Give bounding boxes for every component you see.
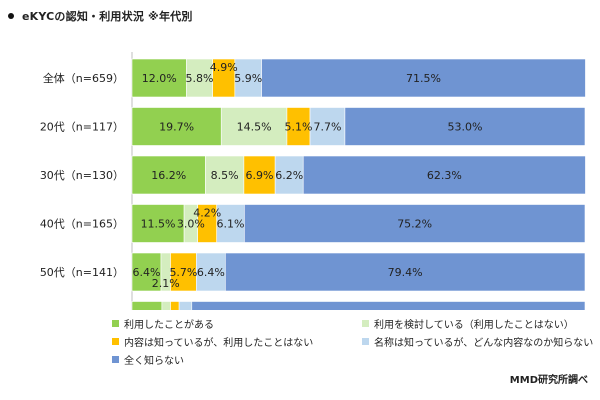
legend-swatch [362, 338, 369, 345]
data-label: 71.5% [406, 72, 441, 85]
bar-segment [302, 155, 586, 195]
bar-segment [344, 107, 586, 146]
legend-item: 内容は知っているが、利用したことはない [112, 334, 313, 349]
source-credit: MMD研究所調べ [509, 375, 588, 386]
data-label: 75.2% [397, 218, 432, 231]
legend-item: 利用を検討している（利用したことはない） [362, 316, 574, 331]
data-label: 4.9% [210, 61, 238, 74]
bar-segment [220, 107, 288, 146]
bar-segment [191, 301, 586, 310]
bullet-icon [8, 13, 14, 19]
data-label: 2.1% [152, 277, 180, 290]
bar-segment [261, 58, 586, 98]
data-label: 6.4% [133, 266, 161, 279]
data-label: 6.1% [217, 218, 245, 231]
legend-label: 利用したことがある [124, 320, 214, 331]
data-label: 14.5% [237, 121, 272, 134]
data-label: 3.0% [177, 218, 205, 231]
bar-segment [225, 252, 586, 292]
category-label: 40代（n=165） [40, 218, 124, 231]
data-label: 5.7% [169, 266, 197, 279]
bar-segment [131, 58, 187, 98]
legend-label: 利用を検討している（利用したことはない） [374, 320, 574, 331]
legend-swatch [112, 338, 119, 345]
data-label: 6.2% [275, 169, 303, 182]
bar-segment [196, 252, 226, 292]
bar-segment [274, 155, 304, 195]
legend-swatch [362, 320, 369, 327]
data-label: 6.4% [197, 266, 225, 279]
legend-item: 全く知らない [112, 352, 184, 367]
bar-segment [186, 58, 213, 98]
bar-segment [216, 204, 245, 243]
bar-segment [309, 107, 346, 146]
bar-segment [161, 301, 171, 310]
bar-segment [243, 155, 276, 195]
stacked-bar-chart: 全体（n=659） 12.0% 5.8%4.9%5.9% 71.5% 20代（n=117… [40, 52, 586, 310]
data-label: 16.2% [151, 169, 186, 182]
legend-label: 内容は知っているが、利用したことはない [124, 338, 314, 349]
bar-segment [131, 107, 222, 146]
category-label: 全体（n=659） [43, 71, 124, 85]
legend-swatch [112, 356, 119, 363]
legend-item: 名称は知っているが、どんな内容なのか知らない [362, 334, 593, 349]
legend-label: 全く知らない [124, 356, 184, 367]
bar-segment [205, 155, 245, 195]
data-label: 19.7% [159, 121, 194, 134]
bar-segment [178, 301, 193, 310]
bar-segment [131, 252, 162, 292]
category-label: 30代（n=130） [40, 169, 124, 182]
bar-segment [131, 204, 185, 243]
data-label: 6.9% [246, 169, 274, 182]
data-label: 5.8% [186, 72, 214, 85]
chart-title: eKYCの認知・利用状況 ※年代別 [22, 10, 193, 23]
chart-title-row: eKYCの認知・利用状況 ※年代別 [4, 8, 193, 24]
data-label: 8.5% [211, 169, 239, 182]
data-label: 53.0% [447, 121, 482, 134]
data-label: 12.0% [142, 72, 177, 85]
category-label: 50代（n=141） [40, 266, 124, 279]
data-label: 4.2% [193, 207, 221, 220]
data-label: 11.5% [141, 218, 176, 231]
bar-segment [170, 301, 180, 310]
data-label: 5.1% [285, 121, 313, 134]
data-label: 79.4% [388, 266, 423, 279]
data-label: 62.3% [427, 169, 462, 182]
data-label: 7.7% [313, 121, 341, 134]
legend-swatch [112, 320, 119, 327]
bar-segment [131, 301, 163, 310]
category-label: 20代（n=117） [40, 121, 124, 134]
bar-segment [244, 204, 586, 243]
legend-label: 名称は知っているが、どんな内容なのか知らない [374, 338, 594, 349]
legend-item: 利用したことがある [112, 316, 214, 331]
data-label: 5.9% [234, 72, 262, 85]
